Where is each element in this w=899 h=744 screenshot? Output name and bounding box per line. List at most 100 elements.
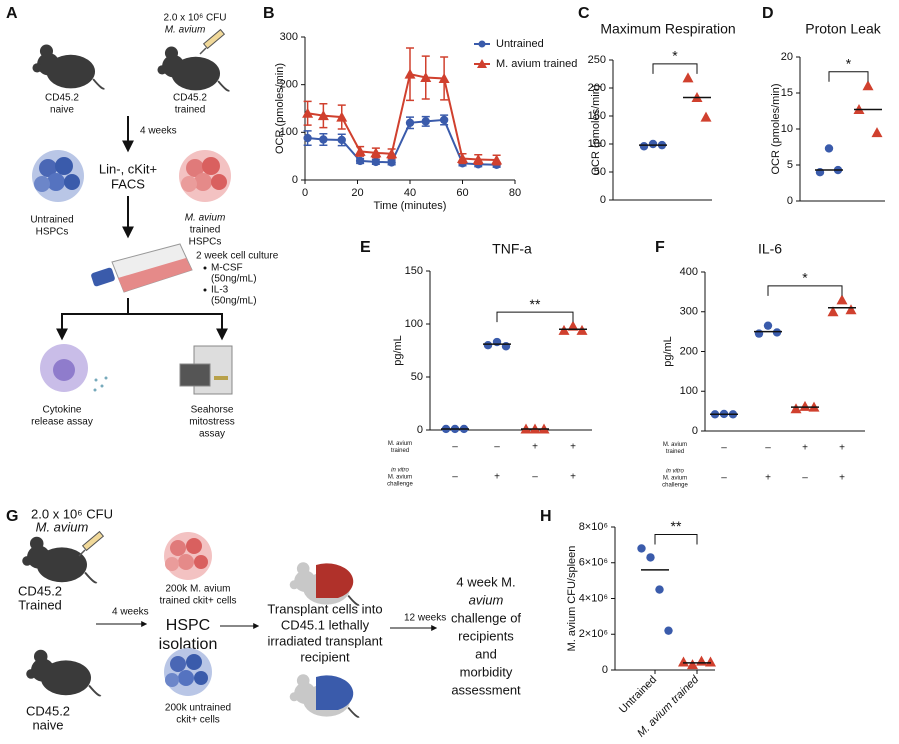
legend-label: Untrained: [496, 38, 544, 50]
y-tick-label: 100: [280, 126, 298, 138]
label: 2.0 x 10⁶ CFU: [163, 13, 226, 24]
cell: [178, 554, 194, 570]
cell: [194, 555, 208, 569]
cell: [64, 174, 80, 190]
data-point: [871, 127, 883, 138]
data-point: [799, 400, 811, 411]
cell: [186, 159, 204, 177]
syringe: [78, 530, 105, 557]
y-tick-label: 100: [680, 385, 698, 397]
data-point: [483, 341, 493, 350]
data-point: [457, 153, 468, 164]
label: naive: [50, 105, 74, 116]
y-tick-label: 50: [594, 166, 606, 178]
significance-bracket: [654, 533, 698, 545]
macrophage-icon: [40, 344, 108, 392]
label: 2.0 x 10⁶ CFU: [31, 506, 113, 521]
y-tick-label: 400: [680, 266, 698, 278]
y-tick-label: 100: [588, 138, 606, 150]
data-point: [386, 148, 398, 159]
label: 200k untrained: [165, 703, 231, 714]
series-line: [307, 72, 497, 161]
data-point: [655, 585, 664, 594]
data-point: [648, 139, 658, 149]
label: Seahorse: [191, 405, 234, 416]
condition-label: challenge: [662, 483, 688, 489]
condition-value: –: [721, 443, 727, 454]
label: (50ng/mL): [211, 296, 257, 307]
cell: [55, 157, 73, 175]
label: M. avium: [185, 213, 226, 224]
label: CD45.2: [173, 93, 207, 104]
data-point: [439, 115, 449, 125]
label: release assay: [31, 417, 93, 428]
label: 2 week cell culture: [196, 251, 279, 262]
label: challenge of: [451, 610, 521, 625]
label: trained: [190, 225, 221, 236]
cytokine-dot: [93, 388, 97, 392]
label: avium: [469, 592, 504, 607]
x-tick-label: 60: [456, 187, 468, 199]
label: ckit+ cells: [176, 715, 220, 726]
label: (50ng/mL): [211, 274, 257, 285]
condition-label: M. avium: [663, 442, 687, 448]
data-point: [337, 135, 346, 145]
significance-label: *: [672, 48, 678, 64]
y-tick-label: 200: [280, 79, 298, 91]
data-point: [501, 342, 511, 351]
label: 4 weeks: [112, 607, 149, 618]
panel-label: B: [263, 5, 275, 22]
panel-label: D: [762, 5, 774, 22]
data-point: [354, 145, 366, 156]
data-point: [421, 117, 430, 126]
chart-title: TNF-a: [492, 241, 532, 257]
data-point: [637, 544, 646, 553]
significance-label: **: [530, 296, 541, 312]
cell: [165, 673, 179, 687]
cell: [202, 157, 220, 175]
flask: [91, 243, 193, 293]
label: mitostress: [189, 417, 235, 428]
significance-bracket: [828, 71, 869, 82]
data-point: [491, 154, 503, 165]
condition-label: M. avium: [388, 441, 412, 447]
cell: [186, 654, 202, 670]
label: CD45.2: [26, 703, 70, 718]
data-point: [370, 147, 382, 158]
cell: [34, 176, 50, 192]
data-point: [371, 157, 381, 167]
syringe-needle: [78, 549, 86, 557]
x-tick-label: Untrained: [617, 674, 659, 716]
data-point: [772, 328, 782, 337]
condition-value: +: [570, 472, 576, 483]
condition-value: –: [452, 472, 458, 483]
label: 12 weeks: [404, 613, 446, 624]
mouse-icon: [31, 43, 106, 90]
y-tick-label: 0: [600, 194, 606, 206]
cell: [170, 540, 186, 556]
cytokine-dot: [94, 378, 98, 382]
chart-title: Proton Leak: [805, 21, 881, 37]
x-tick-label: 20: [351, 187, 363, 199]
cell: [178, 670, 194, 686]
label: trained ckit+ cells: [160, 596, 237, 607]
label: HSPCs: [36, 227, 69, 238]
label: 4 weeks: [140, 126, 177, 137]
y-tick-label: 0: [292, 174, 298, 186]
data-point: [664, 626, 673, 635]
flask-medium: [118, 258, 192, 292]
label: Lin-, cKit+: [99, 161, 157, 176]
y-tick-label: 150: [588, 110, 606, 122]
nucleus: [53, 359, 75, 381]
label: CD45.2: [18, 583, 62, 598]
condition-label: trained: [666, 449, 684, 455]
label: naive: [32, 717, 63, 732]
label: Cytokine: [43, 405, 82, 416]
legend-marker: [477, 59, 487, 68]
y-axis-label: pg/mL: [392, 335, 404, 366]
label: M. avium: [36, 519, 89, 534]
cell: [165, 557, 179, 571]
mouse-transplant-blue: [316, 675, 354, 710]
data-point: [862, 80, 874, 91]
condition-value: +: [570, 442, 576, 453]
